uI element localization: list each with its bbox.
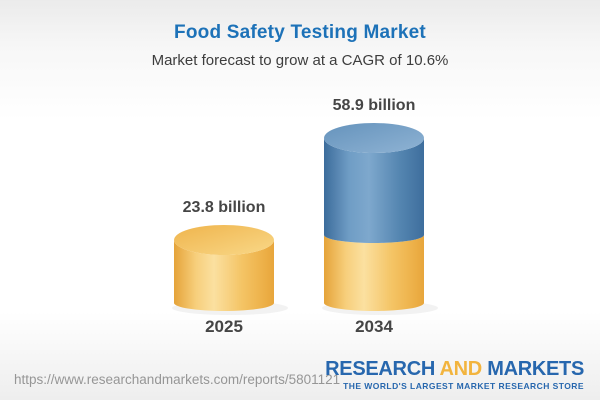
logo-wordmark: RESEARCH AND MARKETS bbox=[325, 358, 584, 380]
bar-2034-cylinder bbox=[324, 123, 424, 311]
bar-2034-base-segment bbox=[324, 235, 424, 311]
report-url: https://www.researchandmarkets.com/repor… bbox=[14, 372, 341, 387]
logo-word-and: AND bbox=[439, 357, 483, 380]
logo-word-markets: MARKETS bbox=[487, 357, 584, 380]
category-label-2034: 2034 bbox=[355, 317, 393, 336]
research-and-markets-logo: RESEARCH AND MARKETS THE WORLD'S LARGEST… bbox=[325, 358, 584, 391]
chart-subtitle: Market forecast to grow at a CAGR of 10.… bbox=[151, 52, 449, 69]
logo-tagline: THE WORLD'S LARGEST MARKET RESEARCH STOR… bbox=[343, 380, 584, 391]
bar-2034-growth-segment bbox=[324, 123, 424, 243]
bar-2025-cylinder bbox=[174, 225, 274, 311]
value-label-2025: 23.8 billion bbox=[182, 199, 266, 216]
logo-word-research: RESEARCH bbox=[325, 357, 435, 380]
chart-title: Food Safety Testing Market bbox=[174, 22, 426, 43]
category-label-2025: 2025 bbox=[205, 317, 243, 336]
value-label-2034: 58.9 billion bbox=[332, 97, 416, 114]
